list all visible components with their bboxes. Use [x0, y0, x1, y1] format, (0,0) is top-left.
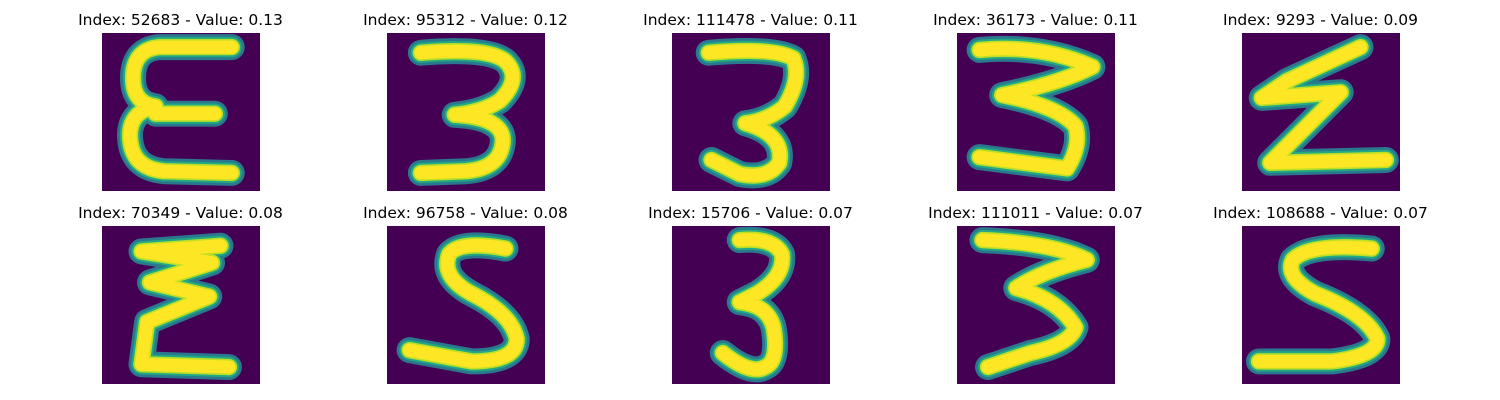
digit-image-svg: [672, 226, 830, 384]
panel-title: Index: 108688 - Value: 0.07: [1213, 204, 1428, 222]
panel-title: Index: 111011 - Value: 0.07: [928, 204, 1143, 222]
digit-image: [672, 226, 830, 384]
digit-image: [957, 226, 1115, 384]
digit-image: [387, 33, 545, 191]
panel: Index: 108688 - Value: 0.07: [1178, 203, 1463, 388]
digit-image: [1242, 33, 1400, 191]
digit-image-svg: [1242, 33, 1400, 191]
digit-image-svg: [387, 226, 545, 384]
digit-image: [672, 33, 830, 191]
digit-image: [102, 226, 260, 384]
panel-title: Index: 9293 - Value: 0.09: [1223, 11, 1418, 29]
panel-title: Index: 95312 - Value: 0.12: [363, 11, 568, 29]
panel: Index: 95312 - Value: 0.12: [323, 10, 608, 195]
panel-title: Index: 36173 - Value: 0.11: [933, 11, 1138, 29]
digit-image: [102, 33, 260, 191]
panel-title: Index: 111478 - Value: 0.11: [643, 11, 858, 29]
digit-image-svg: [387, 33, 545, 191]
panel: Index: 70349 - Value: 0.08: [38, 203, 323, 388]
panel: Index: 52683 - Value: 0.13: [38, 10, 323, 195]
panel-title: Index: 70349 - Value: 0.08: [78, 204, 283, 222]
digit-image: [387, 226, 545, 384]
panel: Index: 36173 - Value: 0.11: [893, 10, 1178, 195]
panel: Index: 111478 - Value: 0.11: [608, 10, 893, 195]
digit-image-svg: [102, 226, 260, 384]
panel-title: Index: 15706 - Value: 0.07: [648, 204, 853, 222]
digit-image-svg: [957, 33, 1115, 191]
panel-title: Index: 96758 - Value: 0.08: [363, 204, 568, 222]
digit-image-svg: [672, 33, 830, 191]
digit-image: [957, 33, 1115, 191]
panel: Index: 111011 - Value: 0.07: [893, 203, 1178, 388]
panel: Index: 15706 - Value: 0.07: [608, 203, 893, 388]
digit-image-svg: [102, 33, 260, 191]
digit-image-svg: [1242, 226, 1400, 384]
digit-image: [1242, 226, 1400, 384]
panel-title: Index: 52683 - Value: 0.13: [78, 11, 283, 29]
panel: Index: 96758 - Value: 0.08: [323, 203, 608, 388]
digit-image-svg: [957, 226, 1115, 384]
panel: Index: 9293 - Value: 0.09: [1178, 10, 1463, 195]
